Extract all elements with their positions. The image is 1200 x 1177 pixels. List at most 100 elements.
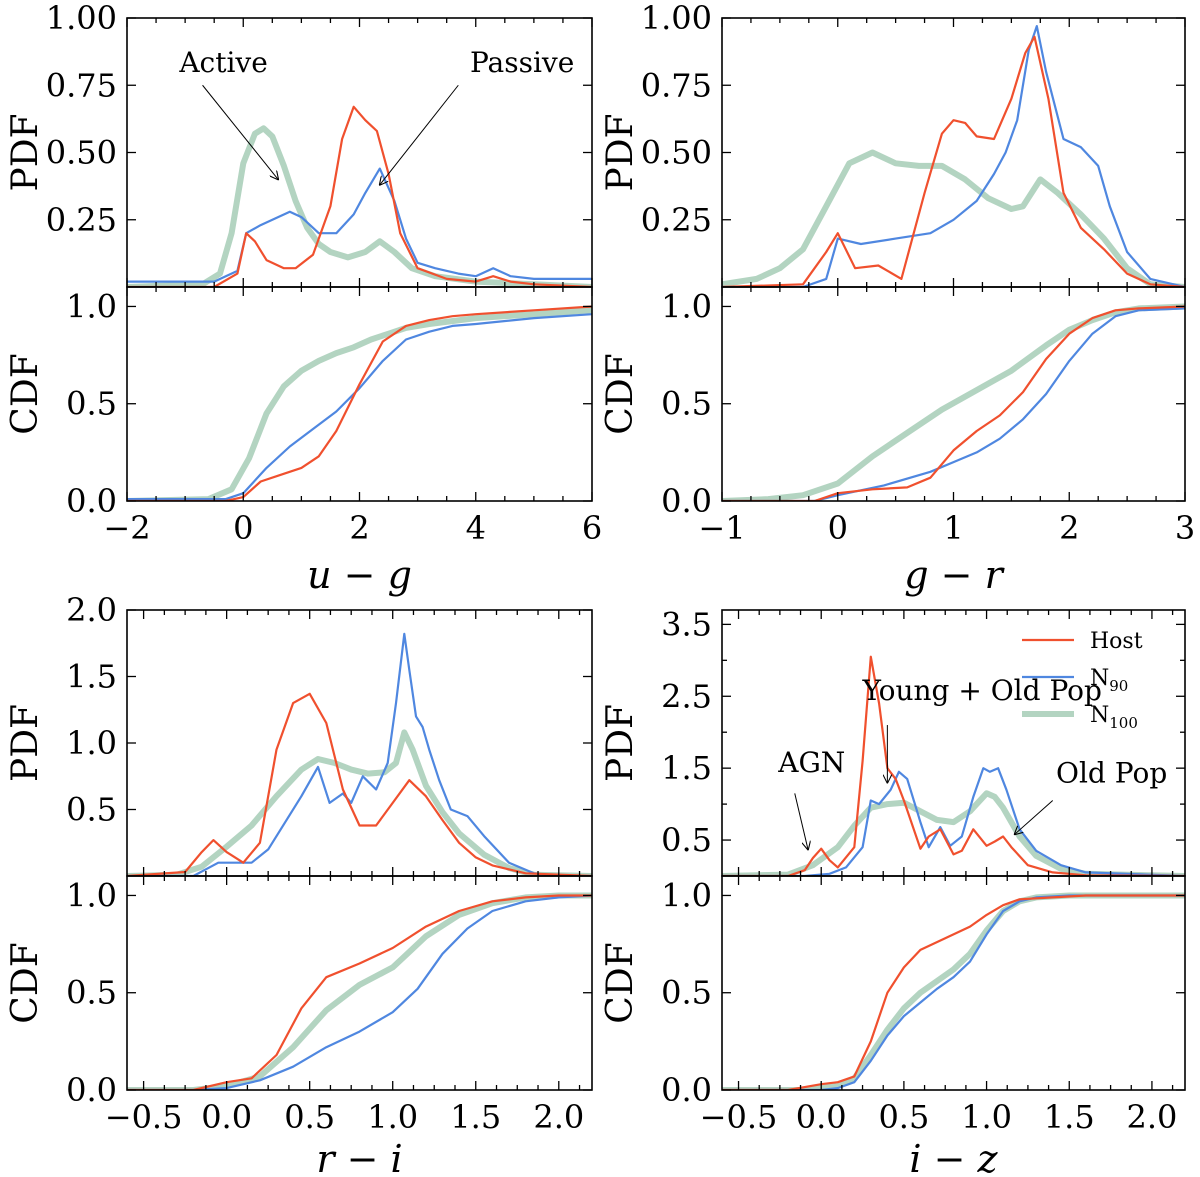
gr-xtick-label: 1	[943, 509, 963, 547]
gr-xtick-label: 2	[1059, 509, 1079, 547]
gr-pdf-frame	[721, 17, 1186, 288]
iz-pdf-ylabel: PDF	[600, 704, 641, 782]
ri-pdf-panel: 0.5 1.0 1.5 2.0 PDF	[5, 591, 593, 877]
ri-cdf-ytick-label: 0.0	[66, 1071, 117, 1109]
iz-xtick-label: 1.5	[1044, 1098, 1095, 1136]
ri-xtick-label: 2.0	[533, 1098, 584, 1136]
iz-pdf-line-host	[722, 655, 1185, 876]
ri-pdf-ytick-label: 0.5	[66, 791, 117, 829]
gr-xtick-label: −1	[698, 509, 745, 547]
iz-annotation-old-pop: Old Pop	[1056, 757, 1167, 790]
ri-pdf-line-host	[127, 692, 592, 876]
iz-cdf-ytick-label: 0.0	[661, 1071, 712, 1109]
iz-cdf-frame	[721, 875, 1186, 1091]
ri-pdf-ylabel: PDF	[5, 704, 46, 782]
iz-annotation-arrow	[794, 793, 808, 849]
ug-xtick-label: 0	[233, 509, 253, 547]
legend-label-host: Host	[1090, 629, 1143, 654]
gr-pdf-panel: 0.25 0.50 0.75 1.00 PDF	[600, 0, 1186, 288]
iz-pdf-line-n100	[722, 790, 1185, 876]
ri-xtick-label: 0.0	[201, 1098, 252, 1136]
gr-cdf-ylabel: CDF	[600, 353, 641, 434]
ug-pdf-ytick-label: 0.25	[46, 201, 117, 239]
iz-pdf-ytick-label: 0.5	[661, 821, 712, 859]
gr-pdf-line-n100	[722, 149, 1185, 287]
ri-pdf-ytick-label: 1.5	[66, 658, 117, 696]
ug-xtick-label: −2	[103, 509, 150, 547]
ug-cdf-ytick-label: 0.0	[66, 482, 117, 520]
ug-xtick-label: 4	[466, 509, 486, 547]
ug-cdf-line-n100	[127, 307, 592, 501]
ri-xtick-label: −0.5	[105, 1098, 183, 1136]
gr-cdf-ytick-label: 0.5	[661, 385, 712, 423]
iz-pdf-ytick-label: 2.5	[661, 677, 712, 715]
iz-annotation-young-old-pop: Young + Old Pop	[862, 674, 1102, 707]
ri-xtick-label: 0.5	[284, 1098, 335, 1136]
legend: Host N90 N100	[1022, 629, 1143, 732]
iz-cdf-line-n90	[722, 894, 1185, 1090]
iz-xtick-label: 1.0	[961, 1098, 1012, 1136]
ri-cdf-ytick-label: 1.0	[66, 876, 117, 914]
iz-cdf-line-host	[722, 894, 1185, 1090]
ug-pdf-line-n90	[127, 167, 592, 283]
gr-pdf-ytick-label: 0.50	[641, 134, 712, 172]
ri-cdf-line-host	[127, 894, 592, 1090]
iz-xlabel: i − z	[909, 1137, 998, 1177]
ri-cdf-line-n100	[127, 892, 592, 1090]
legend-label-n90: N90	[1090, 666, 1128, 695]
iz-xtick-label: 0.0	[796, 1098, 847, 1136]
iz-cdf-ylabel: CDF	[600, 942, 641, 1023]
iz-annotation-agn: AGN	[777, 746, 845, 779]
ri-xtick-label: 1.0	[367, 1098, 418, 1136]
gr-pdf-ylabel: PDF	[600, 113, 641, 191]
iz-cdf-ytick-label: 0.5	[661, 974, 712, 1012]
iz-cdf-line-n100	[722, 892, 1185, 1090]
gr-pdf-ytick-label: 0.25	[641, 201, 712, 239]
gr-cdf-panel: 0.0 0.5 1.0 CDF −1 0 1 2 3 g − r	[600, 286, 1195, 597]
legend-label-n100: N100	[1090, 703, 1138, 732]
ri-xtick-label: 1.5	[450, 1098, 501, 1136]
gr-cdf-line-n100	[722, 303, 1185, 501]
iz-xtick-label: 0.5	[878, 1098, 929, 1136]
iz-xtick-label: −0.5	[700, 1098, 778, 1136]
ug-annotation-passive: Passive	[470, 46, 574, 79]
gr-pdf-line-n90	[722, 25, 1185, 287]
ug-annotation-active: Active	[178, 46, 268, 79]
ug-cdf-line-host	[127, 305, 592, 501]
ri-cdf-line-n90	[127, 894, 592, 1090]
gr-xlabel: g − r	[904, 553, 1005, 597]
gr-pdf-ytick-label: 1.00	[641, 0, 712, 37]
ri-cdf-ytick-label: 0.5	[66, 974, 117, 1012]
iz-xtick-label: 2.0	[1126, 1098, 1177, 1136]
ug-pdf-line-n100	[127, 125, 592, 287]
ug-cdf-ylabel: CDF	[5, 353, 46, 434]
gr-xtick-label: 3	[1175, 509, 1195, 547]
iz-annotation-arrow	[1015, 800, 1054, 835]
ug-xtick-label: 2	[349, 509, 369, 547]
ug-pdf-line-host	[127, 105, 592, 287]
gr-xtick-label: 0	[828, 509, 848, 547]
gr-cdf-ytick-label: 0.0	[661, 482, 712, 520]
iz-pdf-panel: 0.5 1.5 2.5 3.5 PDF Young + Old Pop AGN Old Pop	[600, 605, 1186, 877]
ri-pdf-ytick-label: 1.0	[66, 724, 117, 762]
ug-cdf-panel: 0.0 0.5 1.0 CDF −2 0 2 4 6 u − g	[5, 286, 602, 597]
ug-xlabel: u − g	[307, 553, 412, 597]
ri-pdf-frame	[126, 609, 593, 877]
iz-cdf-ytick-label: 1.0	[661, 876, 712, 914]
ug-pdf-ylabel: PDF	[5, 113, 46, 191]
ug-cdf-ytick-label: 0.5	[66, 385, 117, 423]
iz-pdf-ytick-label: 3.5	[661, 605, 712, 643]
ug-cdf-line-n90	[127, 313, 592, 501]
ug-pdf-panel: 0.25 0.50 0.75 1.00 PDF Active Passive	[5, 0, 593, 288]
ug-cdf-ytick-label: 1.0	[66, 287, 117, 325]
iz-pdf-ytick-label: 1.5	[661, 749, 712, 787]
ri-pdf-ytick-label: 2.0	[66, 591, 117, 629]
gr-cdf-line-host	[722, 305, 1185, 501]
ri-cdf-frame	[126, 875, 593, 1091]
ug-annotation-arrow	[380, 84, 459, 185]
ug-pdf-ytick-label: 0.75	[46, 66, 117, 104]
gr-pdf-ytick-label: 0.75	[641, 66, 712, 104]
